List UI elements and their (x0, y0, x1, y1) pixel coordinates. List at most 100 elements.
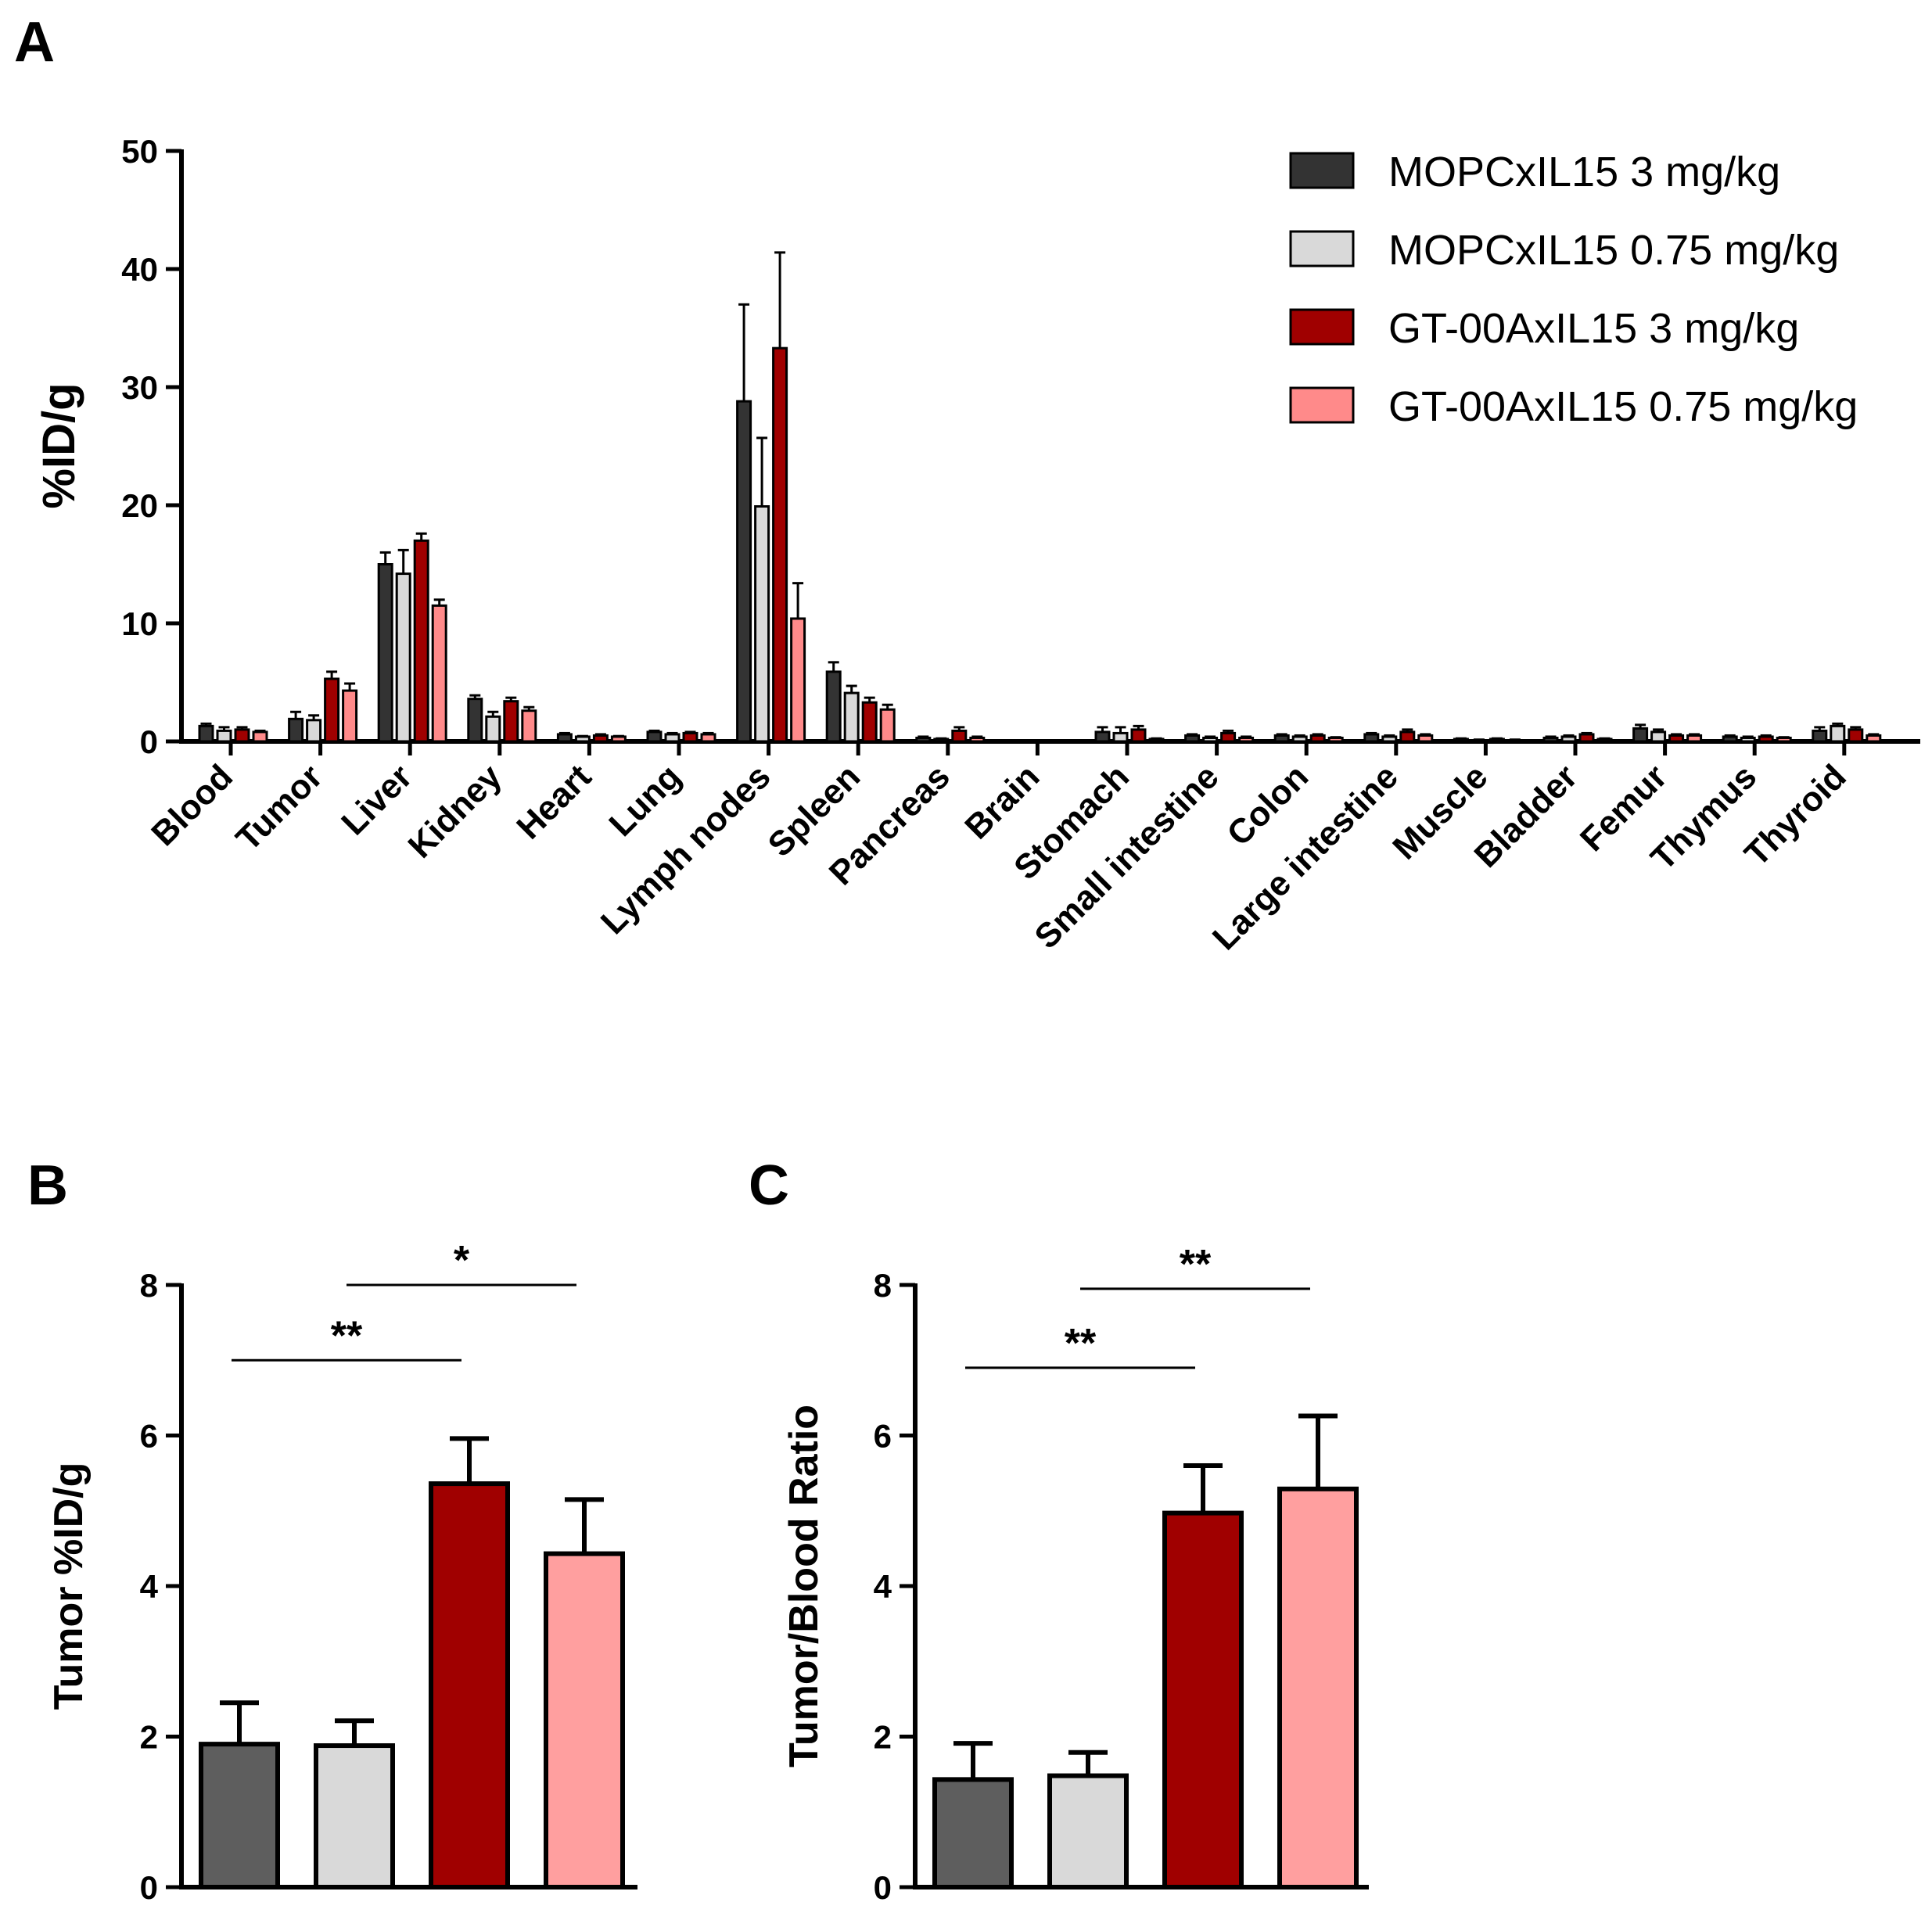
x-tick-label: Thyroid (1737, 757, 1854, 874)
y-tick-label: 0 (140, 723, 158, 760)
bar-blood-s2 (234, 728, 250, 743)
bar-tumor-s0 (288, 717, 304, 743)
bar-femur-s1 (1650, 730, 1667, 743)
bar-large-intestine-s1 (1381, 735, 1398, 743)
bar-kidney-s1 (485, 715, 501, 743)
bar-kidney-s3 (521, 709, 537, 743)
y-tick-label: 50 (121, 133, 158, 170)
significance-label: ** (1180, 1242, 1212, 1287)
bar-colon-s2 (1309, 734, 1326, 743)
bar-liver-s1 (395, 572, 411, 743)
y-tick-label: 10 (121, 605, 158, 642)
bar-stomach-s0 (1094, 730, 1111, 743)
x-tick-label: Lung (602, 757, 688, 844)
bar-group-2 (314, 1743, 395, 1890)
legend-label: MOPCxIL15 0.75 mg/kg (1388, 227, 1839, 274)
panel-letter-a: A (14, 11, 55, 74)
bar-thyroid-s1 (1830, 724, 1846, 743)
bar-heart-s2 (592, 734, 609, 743)
bar-lung-s0 (646, 730, 663, 743)
bar-lung-s2 (682, 731, 698, 743)
panel-letter-b: B (27, 1154, 68, 1217)
bar-spleen-s1 (843, 691, 860, 743)
bar-spleen-s3 (879, 708, 896, 743)
bar-thymus-s1 (1740, 736, 1756, 743)
y-tick-label: 20 (121, 487, 158, 524)
bar-small-intestine-s2 (1220, 731, 1237, 743)
y-tick-label: 0 (874, 1869, 892, 1906)
bar-group-2 (1047, 1773, 1129, 1890)
significance-label: ** (1065, 1321, 1097, 1366)
bar-lymph-nodes-s1 (754, 505, 770, 743)
bar-group-3 (1162, 1510, 1244, 1889)
significance-label: ** (331, 1313, 363, 1358)
bar-tumor-s3 (342, 689, 358, 743)
bar-liver-s2 (413, 539, 429, 743)
legend-label: GT-00AxIL15 3 mg/kg (1388, 305, 1799, 352)
bar-stomach-s1 (1112, 731, 1129, 743)
bar-group-4 (544, 1551, 625, 1890)
bar-small-intestine-s0 (1184, 734, 1201, 743)
bar-femur-s3 (1686, 734, 1703, 743)
x-tick-label: Blood (144, 757, 240, 853)
bar-blood-s1 (216, 729, 232, 743)
legend-label: GT-00AxIL15 0.75 mg/kg (1388, 383, 1858, 430)
bar-kidney-s2 (503, 700, 519, 743)
bar-colon-s1 (1291, 735, 1308, 743)
y-tick-label: 2 (874, 1719, 892, 1756)
legend: MOPCxIL15 3 mg/kg MOPCxIL15 0.75 mg/kg GT-… (1289, 149, 1858, 430)
bar-group-3 (429, 1481, 510, 1889)
y-tick-label: 8 (140, 1267, 158, 1304)
bar-group-4 (1277, 1486, 1359, 1890)
bar-colon-s0 (1273, 734, 1290, 743)
bar-lymph-nodes-s2 (772, 346, 788, 743)
bar-liver-s0 (377, 563, 393, 743)
x-tick-label: Heart (509, 757, 598, 846)
bar-femur-s0 (1632, 727, 1649, 743)
y-tick-label: 4 (874, 1568, 892, 1605)
x-tick-label: Tumor (229, 757, 330, 858)
bar-kidney-s0 (467, 698, 483, 743)
panel-letter-c: C (749, 1154, 789, 1217)
bar-heart-s0 (556, 733, 573, 743)
y-tick-label: 6 (140, 1418, 158, 1455)
bar-group-1 (199, 1742, 280, 1889)
y-tick-label: 30 (121, 369, 158, 406)
bar-large-intestine-s3 (1417, 734, 1434, 743)
y-axis-title: %ID/g (34, 382, 84, 508)
bar-spleen-s0 (825, 670, 842, 743)
bar-heart-s1 (574, 735, 591, 743)
bar-blood-s3 (252, 730, 268, 743)
bar-pancreas-s0 (915, 736, 932, 743)
bar-group-1 (932, 1777, 1014, 1890)
bar-large-intestine-s2 (1399, 730, 1416, 743)
bar-spleen-s2 (861, 701, 878, 743)
y-tick-label: 40 (121, 251, 158, 288)
bar-pancreas-s3 (969, 736, 986, 743)
y-axis-title: Tumor/Blood Ratio (781, 1405, 827, 1767)
x-tick-label: Kidney (400, 757, 509, 866)
bar-lung-s3 (700, 733, 716, 743)
bar-blood-s0 (198, 724, 214, 743)
y-tick-label: 8 (874, 1267, 892, 1304)
x-tick-label: Liver (334, 757, 419, 842)
legend-swatch (1289, 152, 1355, 189)
bar-femur-s2 (1668, 734, 1685, 743)
legend-label: MOPCxIL15 3 mg/kg (1388, 149, 1780, 196)
bar-thymus-s2 (1758, 735, 1774, 743)
bar-tumor-s2 (324, 677, 340, 743)
bar-lymph-nodes-s3 (790, 617, 806, 743)
legend-swatch (1289, 308, 1355, 346)
bar-thyroid-s0 (1812, 729, 1828, 743)
bar-heart-s3 (610, 735, 627, 743)
y-tick-label: 6 (874, 1418, 892, 1455)
bar-thyroid-s3 (1866, 734, 1882, 743)
bar-stomach-s2 (1130, 728, 1147, 743)
bar-small-intestine-s3 (1238, 736, 1255, 743)
bar-small-intestine-s1 (1202, 736, 1219, 743)
significance-label: * (454, 1238, 470, 1283)
legend-swatch (1289, 386, 1355, 424)
bar-tumor-s1 (306, 719, 322, 743)
y-tick-label: 2 (140, 1719, 158, 1756)
